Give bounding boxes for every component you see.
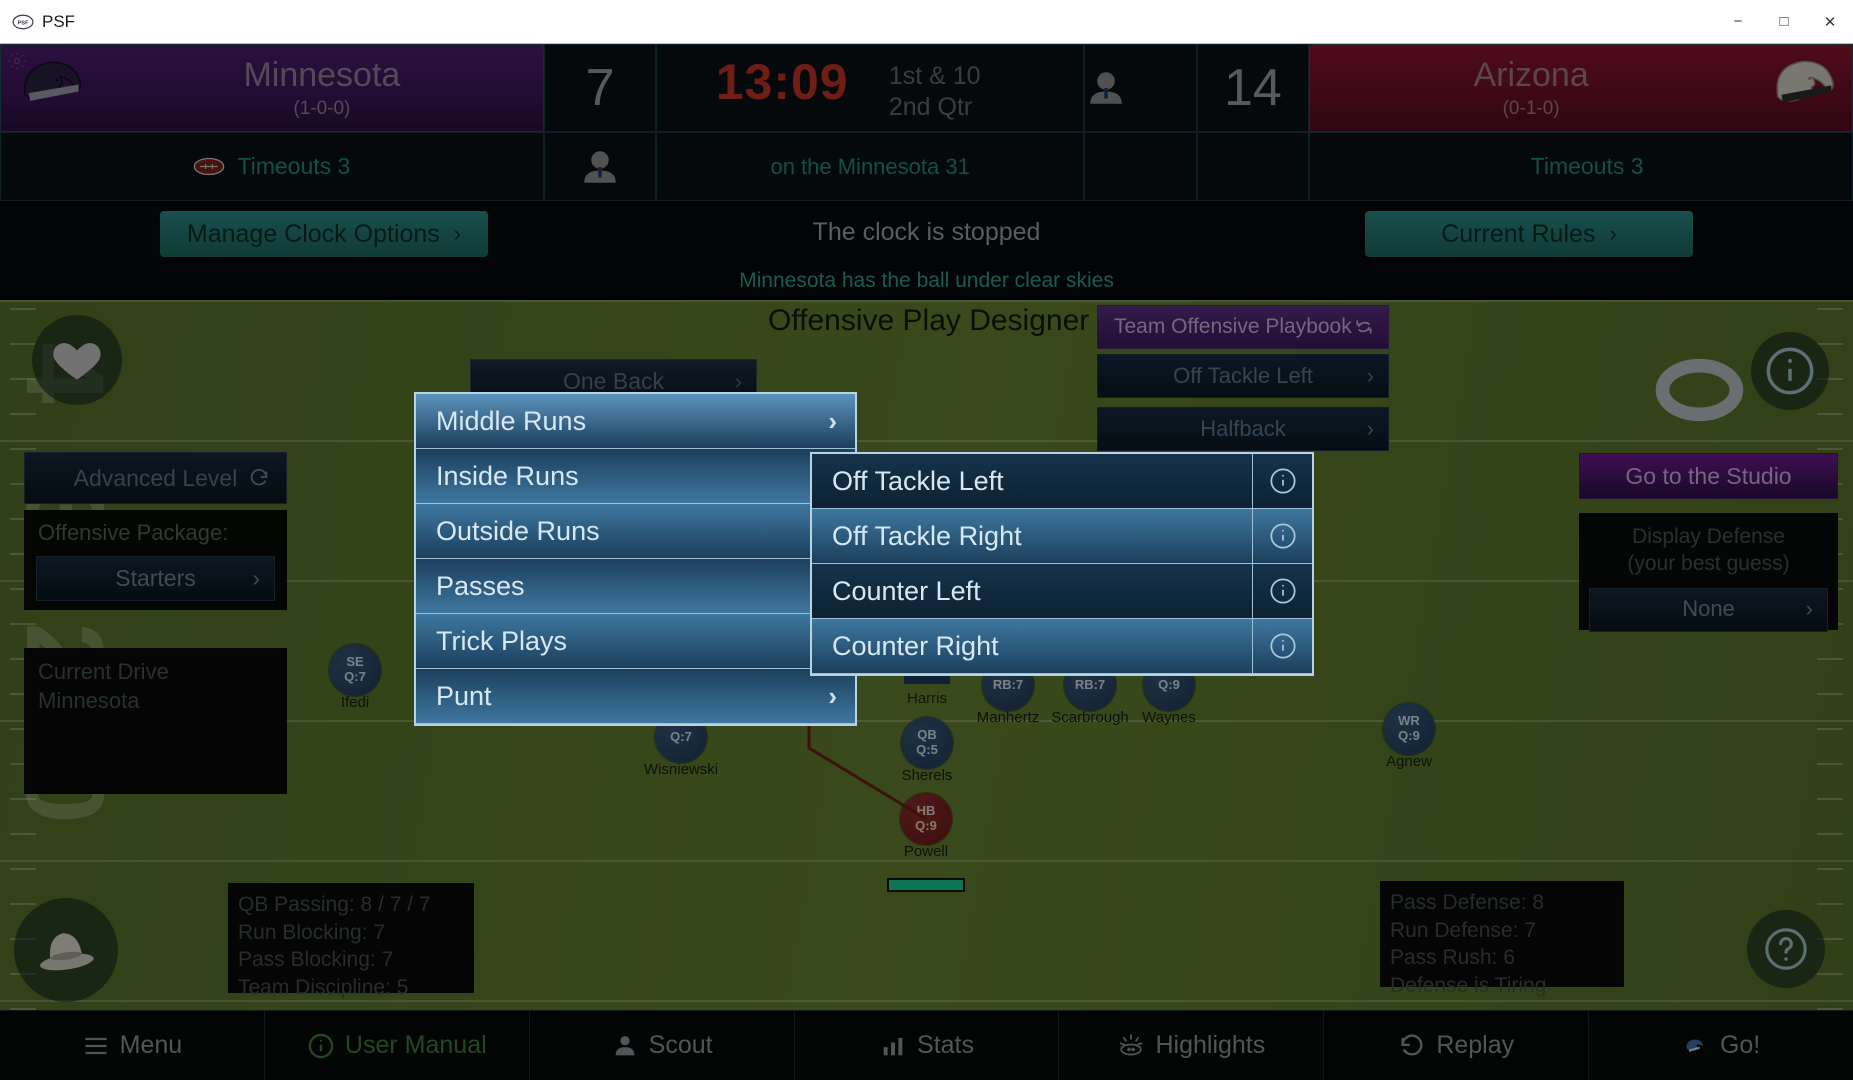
svg-text:PSF: PSF	[18, 20, 29, 26]
